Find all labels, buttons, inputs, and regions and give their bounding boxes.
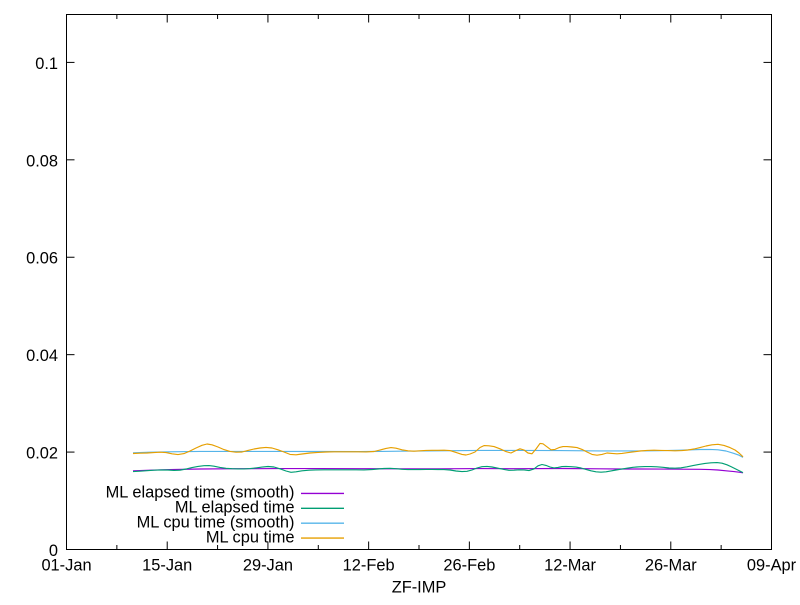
svg-text:0.02: 0.02	[26, 445, 58, 463]
svg-text:15-Jan: 15-Jan	[142, 557, 192, 575]
svg-text:0: 0	[49, 542, 58, 560]
svg-text:ML cpu time (smooth): ML cpu time (smooth)	[137, 514, 295, 532]
svg-text:26-Mar: 26-Mar	[645, 557, 697, 575]
svg-text:ML cpu time: ML cpu time	[206, 528, 295, 546]
svg-text:0.06: 0.06	[26, 250, 58, 268]
svg-text:09-Apr: 09-Apr	[747, 557, 797, 575]
svg-text:0.1: 0.1	[35, 55, 58, 73]
svg-text:26-Feb: 26-Feb	[443, 557, 495, 575]
svg-text:ML elapsed time: ML elapsed time	[175, 499, 295, 517]
svg-text:29-Jan: 29-Jan	[243, 557, 293, 575]
svg-text:12-Mar: 12-Mar	[544, 557, 596, 575]
svg-text:01-Jan: 01-Jan	[41, 557, 91, 575]
svg-text:0.08: 0.08	[26, 152, 58, 170]
svg-text:ZF-IMP: ZF-IMP	[392, 579, 447, 597]
svg-text:0.04: 0.04	[26, 347, 58, 365]
svg-text:ML elapsed time (smooth): ML elapsed time (smooth)	[106, 484, 295, 502]
svg-text:12-Feb: 12-Feb	[343, 557, 395, 575]
